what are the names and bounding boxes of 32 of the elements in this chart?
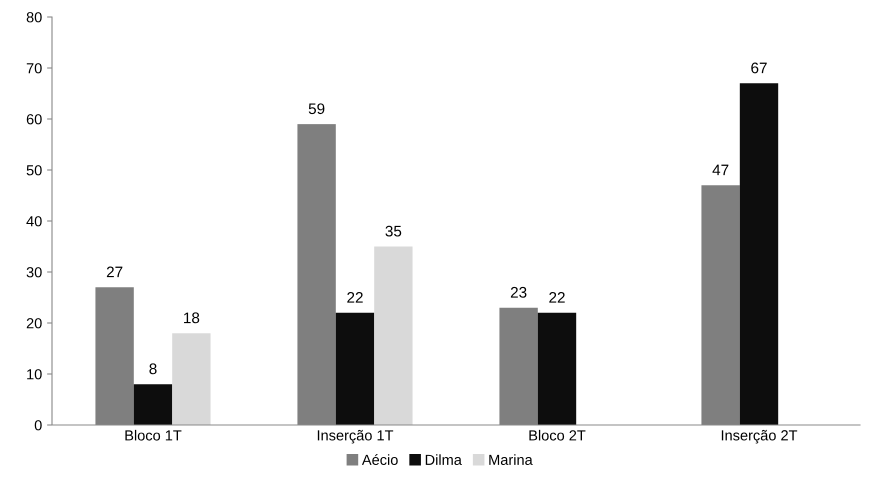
bar <box>538 312 576 425</box>
data-label: 18 <box>184 312 200 324</box>
y-tick-label: 30 <box>26 267 42 278</box>
data-label: 27 <box>106 266 122 278</box>
x-tick-label: Inserção 2T <box>722 430 798 444</box>
x-tick-label: Bloco 1T <box>125 430 182 441</box>
y-tick-label: 50 <box>26 165 42 176</box>
legend-label: Aécio <box>362 454 398 465</box>
data-label: 22 <box>549 292 565 303</box>
bar <box>374 246 413 425</box>
data-label: 59 <box>308 103 324 114</box>
y-tick-label: 60 <box>26 114 42 124</box>
bar <box>740 83 778 425</box>
data-label: 23 <box>510 286 526 298</box>
y-tick-label: 20 <box>26 318 42 328</box>
data-label: 22 <box>347 292 363 303</box>
data-label: 67 <box>751 62 767 74</box>
bar <box>172 333 211 425</box>
x-tick-label: Inserção 1T <box>318 430 394 444</box>
data-label: 35 <box>385 226 402 237</box>
y-tick-label: 40 <box>26 216 42 226</box>
y-tick-label: 0 <box>34 420 42 430</box>
legend-label: Dilma <box>426 454 462 465</box>
data-label: 47 <box>712 164 728 176</box>
y-tick-label: 10 <box>27 369 42 380</box>
y-tick-label: 70 <box>26 63 42 74</box>
data-label: 8 <box>149 363 157 374</box>
bar <box>134 384 172 425</box>
legend-label: Marina <box>489 454 533 465</box>
bar <box>336 312 374 425</box>
y-tick-label: 80 <box>26 12 42 22</box>
x-tick-label: Bloco 2T <box>529 430 586 441</box>
